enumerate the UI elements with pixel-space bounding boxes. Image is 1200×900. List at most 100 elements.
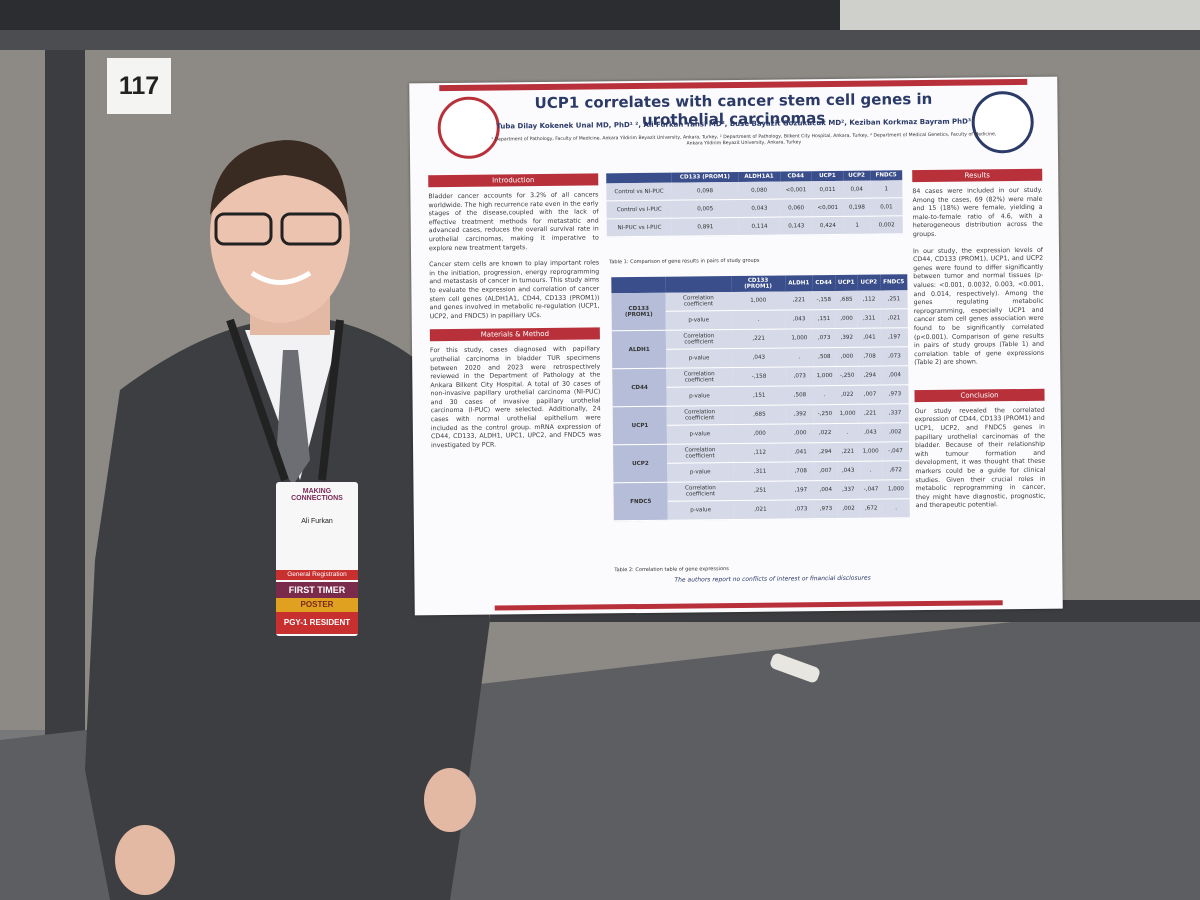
- left-column: Introduction Bladder cancer accounts for …: [428, 173, 601, 458]
- cell: ,221: [858, 403, 882, 424]
- section-heading: Materials & Method: [429, 327, 600, 342]
- cell: .: [731, 309, 786, 330]
- glasses-left: [214, 212, 273, 246]
- right-column: Results 84 cases were included in our stu…: [912, 168, 1046, 519]
- cell: 0,002: [870, 215, 903, 235]
- cell: p-value: [666, 348, 732, 369]
- paragraph: Our study revealed the correlated expres…: [914, 406, 1046, 510]
- header-cell: ALDH1A1: [738, 171, 781, 182]
- cell: ,043: [836, 461, 860, 481]
- header-cell: CD44: [779, 171, 812, 182]
- cell: .: [859, 460, 883, 481]
- cell: ,112: [732, 442, 788, 463]
- cell: ,004: [814, 480, 838, 500]
- cell: ,221: [785, 291, 813, 310]
- cell: ,022: [835, 385, 859, 405]
- cell: ,151: [812, 309, 836, 329]
- header-cell: [606, 172, 672, 184]
- paragraph: 84 cases were included in our study. Amo…: [912, 186, 1043, 239]
- smile: [250, 270, 312, 285]
- cell: -,047: [859, 479, 883, 500]
- cell: ,672: [859, 498, 883, 519]
- header-cell: UCP2: [843, 170, 871, 181]
- poster-bottom-bar: [494, 600, 1003, 611]
- paragraph: Cancer stem cells are known to play impo…: [429, 259, 600, 320]
- cell: 0,098: [671, 181, 739, 201]
- disclosure: The authors report no conflicts of inter…: [674, 574, 871, 584]
- cell: ,294: [858, 365, 882, 386]
- cell: .: [785, 347, 814, 367]
- cell: ,337: [836, 480, 860, 500]
- tube: [770, 653, 820, 683]
- gene-cell: ALDH1: [611, 330, 667, 369]
- cell: ,672: [882, 460, 910, 480]
- cell: <0,001: [780, 181, 812, 200]
- cell: Control vs NI-PUC: [606, 182, 672, 201]
- cell: ,002: [837, 499, 860, 519]
- cell: -,047: [881, 441, 910, 461]
- cell: ,021: [733, 499, 788, 520]
- cell: ,073: [880, 346, 909, 366]
- cell: 1,000: [731, 291, 786, 311]
- tie: [276, 350, 310, 485]
- cell: ,708: [787, 461, 815, 481]
- header-cell: CD44: [812, 274, 835, 292]
- cell: 0,114: [738, 217, 781, 236]
- hair: [210, 140, 348, 215]
- cell: 1,000: [785, 328, 814, 348]
- cell: ,392: [786, 404, 814, 424]
- cell: ,041: [786, 442, 815, 462]
- cell: Correlation coefficient: [667, 481, 734, 502]
- paragraph: For this study, cases diagnosed with pap…: [429, 345, 601, 450]
- lanyard: [226, 318, 344, 482]
- cell: ,685: [834, 290, 858, 310]
- cell: p-value: [667, 500, 734, 521]
- cell: 1: [870, 180, 903, 199]
- table-caption: Table 2: Correlation table of gene expre…: [614, 566, 729, 574]
- cell: 0,01: [870, 197, 903, 217]
- table-row: NI-PUC vs I-PUC 0,891 0,114 0,143 0,424 1 0,00…: [606, 215, 903, 237]
- badge-ribbon: FIRST TIMER: [276, 582, 358, 598]
- cell: 0,424: [812, 216, 844, 235]
- cell: p-value: [667, 424, 733, 445]
- cell: ,022: [813, 423, 837, 443]
- cell: NI-PUC vs I-PUC: [606, 218, 673, 237]
- cell: ,000: [835, 347, 859, 367]
- table-caption: Table 1: Comparison of gene results in p…: [609, 257, 760, 266]
- badge-registration: General Registration: [276, 570, 358, 580]
- header-cell: FNDC5: [869, 170, 903, 181]
- cell: <0,001: [811, 198, 844, 217]
- badge-ribbon: PGY-1 RESIDENT: [276, 612, 358, 634]
- face: [210, 147, 350, 323]
- cell: Correlation coefficient: [666, 329, 732, 350]
- gene-cell: UCP1: [612, 406, 668, 445]
- cell: ,004: [881, 365, 909, 385]
- cell: 0,198: [843, 198, 871, 217]
- cell: ,000: [786, 423, 815, 443]
- cell: 0,043: [738, 199, 781, 218]
- header-cell: CD133 (PROM1): [671, 171, 739, 183]
- table-1: CD133 (PROM1) ALDH1A1 CD44 UCP1 UCP2 FNDC5 Con…: [606, 170, 903, 237]
- cell: p-value: [665, 310, 732, 331]
- cell: ,007: [858, 384, 882, 405]
- spacer: [914, 375, 1044, 390]
- cell: 0,011: [811, 180, 844, 199]
- cell: ,337: [881, 403, 909, 423]
- cell: Control vs I-PUC: [606, 200, 673, 219]
- cell: Correlation coefficient: [666, 367, 733, 388]
- cell: ,002: [881, 422, 910, 442]
- cell: ,043: [785, 309, 813, 329]
- cell: ,508: [786, 385, 814, 405]
- paragraph: In our study, the expression levels of C…: [912, 246, 1045, 367]
- cell: 1,000: [813, 366, 836, 386]
- cell: ,021: [880, 308, 908, 328]
- cell: 0,891: [672, 217, 739, 237]
- gene-cell: CD133 (PROM1): [611, 292, 667, 331]
- cell: ,000: [732, 423, 787, 444]
- gene-cell: UCP2: [613, 444, 668, 483]
- cell: ,392: [835, 328, 859, 348]
- cell: .: [813, 385, 837, 405]
- cell: ,043: [731, 347, 787, 368]
- section-heading: Conclusion: [914, 388, 1045, 403]
- affiliations: ¹ Department of Pathology, Faculty of Me…: [491, 132, 997, 147]
